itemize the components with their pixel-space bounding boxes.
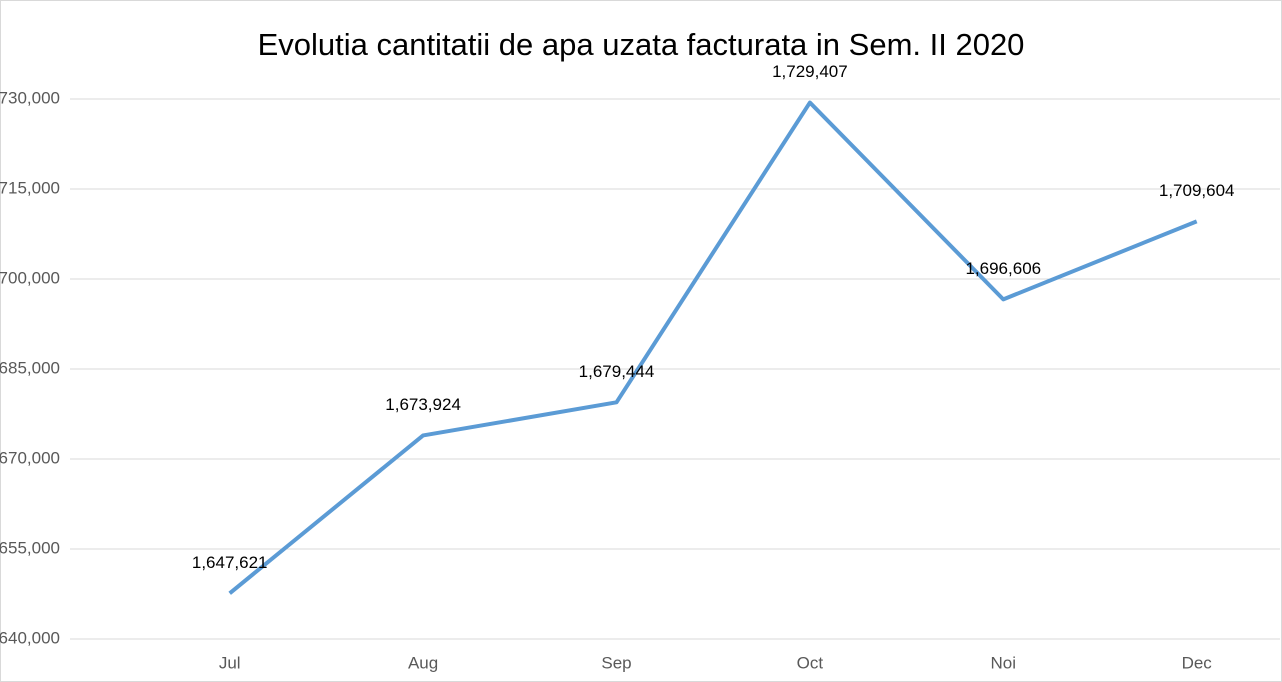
x-tick-label: Dec xyxy=(1182,653,1213,672)
x-tick-label: Noi xyxy=(991,653,1017,672)
y-tick-label: 1,715,000 xyxy=(0,178,60,197)
data-label: 1,673,924 xyxy=(385,395,461,414)
y-tick-label: 1,670,000 xyxy=(0,448,60,467)
y-tick-label: 1,655,000 xyxy=(0,538,60,557)
y-tick-label: 1,700,000 xyxy=(0,268,60,287)
data-label: 1,679,444 xyxy=(579,362,655,381)
data-label: 1,729,407 xyxy=(772,62,848,81)
x-tick-label: Jul xyxy=(219,653,241,672)
x-tick-label: Aug xyxy=(408,653,438,672)
data-label: 1,647,621 xyxy=(192,553,268,572)
data-label: 1,696,606 xyxy=(965,259,1041,278)
y-tick-label: 1,730,000 xyxy=(0,88,60,107)
y-tick-label: 1,640,000 xyxy=(0,628,60,647)
data-label: 1,709,604 xyxy=(1159,181,1235,200)
chart-title: Evolutia cantitatii de apa uzata factura… xyxy=(258,27,1025,62)
line-series xyxy=(228,100,1198,595)
x-tick-label: Oct xyxy=(797,653,824,672)
x-tick-label: Sep xyxy=(601,653,631,672)
y-tick-label: 1,685,000 xyxy=(0,358,60,377)
